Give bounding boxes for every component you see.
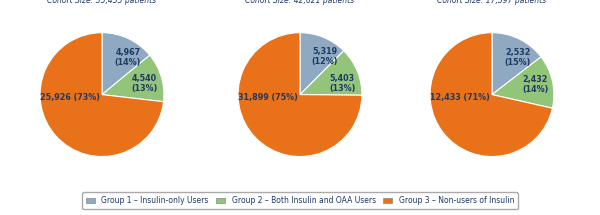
Text: Cohort Size: 17,397 patients: Cohort Size: 17,397 patients — [437, 0, 547, 5]
Wedge shape — [40, 33, 164, 157]
Text: 2,532
(15%): 2,532 (15%) — [505, 48, 531, 67]
Wedge shape — [102, 55, 164, 102]
Text: 2,432
(14%): 2,432 (14%) — [522, 75, 548, 94]
Text: Cohort Size: 35,433 patients: Cohort Size: 35,433 patients — [47, 0, 157, 5]
Wedge shape — [430, 33, 553, 157]
Text: Cohort Size: 42,621 patients: Cohort Size: 42,621 patients — [245, 0, 355, 5]
Wedge shape — [238, 33, 362, 157]
Wedge shape — [300, 33, 344, 95]
Wedge shape — [492, 57, 554, 108]
Text: 5,319
(12%): 5,319 (12%) — [311, 46, 338, 66]
Text: 25,926 (73%): 25,926 (73%) — [40, 93, 100, 102]
Text: 12,433 (71%): 12,433 (71%) — [430, 93, 490, 102]
Legend: Group 1 – Insulin-only Users, Group 2 – Both Insulin and OAA Users, Group 3 – No: Group 1 – Insulin-only Users, Group 2 – … — [82, 192, 518, 209]
Wedge shape — [102, 33, 150, 95]
Text: 4,540
(13%): 4,540 (13%) — [131, 74, 157, 93]
Wedge shape — [300, 51, 362, 95]
Wedge shape — [492, 33, 541, 95]
Text: 31,899 (75%): 31,899 (75%) — [238, 93, 298, 102]
Text: 4,967
(14%): 4,967 (14%) — [115, 48, 141, 67]
Text: 5,403
(13%): 5,403 (13%) — [329, 74, 355, 93]
